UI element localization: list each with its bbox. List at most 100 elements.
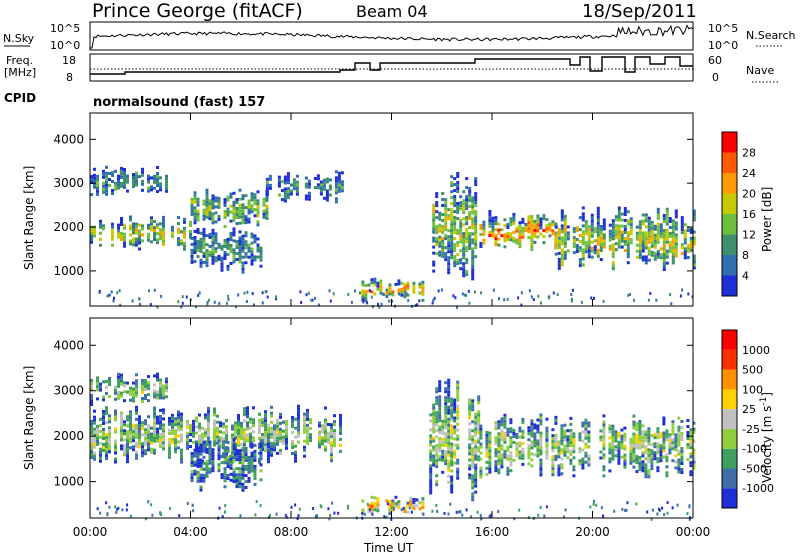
heatmap-cell: [190, 254, 194, 258]
heatmap-cell: [159, 390, 162, 394]
heatmap-cell: [453, 246, 457, 250]
heatmap-cell: [572, 288, 574, 292]
heatmap-cell: [554, 240, 558, 244]
heatmap-cell: [153, 424, 156, 428]
heatmap-cell: [150, 435, 153, 439]
heatmap-cell: [503, 422, 507, 426]
heatmap-cell: [235, 213, 239, 216]
heatmap-cell: [625, 508, 628, 512]
heatmap-cell: [447, 268, 451, 272]
heatmap-cell: [596, 212, 600, 216]
heatmap-cell: [533, 435, 537, 439]
heatmap-cell: [608, 469, 612, 473]
heatmap-cell: [692, 239, 696, 243]
heatmap-cell: [456, 434, 460, 438]
heatmap-cell: [477, 425, 481, 429]
heatmap-cell: [208, 250, 212, 254]
heatmap-cell: [235, 473, 239, 477]
heatmap-cell: [474, 448, 478, 452]
heatmap-cell: [432, 445, 436, 449]
heatmap-cell: [557, 230, 561, 234]
heatmap-cell: [662, 220, 666, 223]
heatmap-cell: [304, 194, 308, 198]
heatmap-cell: [453, 398, 457, 402]
colorbar-segment: [722, 330, 737, 350]
heatmap-cell: [192, 431, 195, 435]
heatmap-cell: [611, 267, 615, 271]
heatmap-cell: [249, 426, 252, 430]
heatmap-cell: [334, 182, 338, 186]
heatmap-cell: [677, 467, 681, 471]
heatmap-cell: [415, 504, 419, 508]
heatmap-cell: [258, 430, 261, 434]
heatmap-cell: [99, 225, 102, 229]
heatmap-cell: [611, 228, 615, 232]
heatmap-cell: [450, 451, 454, 455]
heatmap-cell: [435, 465, 439, 469]
heatmap-cell: [680, 252, 684, 256]
heatmap-cell: [403, 292, 407, 296]
heatmap-cell: [500, 420, 504, 424]
heatmap-cell: [492, 288, 495, 292]
heatmap-cell: [500, 435, 504, 439]
heatmap-cell: [223, 467, 227, 471]
heatmap-cell: [438, 244, 442, 248]
heatmap-cell: [202, 473, 206, 477]
heatmap-cell: [450, 181, 454, 185]
heatmap-cell: [198, 413, 201, 417]
heatmap-cell: [692, 257, 696, 261]
heatmap-cell: [638, 435, 642, 438]
heatmap-cell: [676, 503, 679, 507]
heatmap-cell: [90, 446, 93, 450]
heatmap-cell: [560, 224, 564, 228]
heatmap-cell: [306, 441, 309, 445]
heatmap-cell: [614, 433, 618, 437]
heatmap-cell: [165, 189, 168, 193]
heatmap-cell: [485, 466, 489, 470]
heatmap-cell: [572, 432, 576, 436]
heatmap-cell: [456, 184, 460, 187]
heatmap-cell: [611, 243, 615, 247]
heatmap-cell: [232, 438, 236, 442]
heatmap-cell: [378, 305, 381, 309]
heatmap-cell: [503, 440, 507, 444]
heatmap-cell: [453, 443, 457, 447]
heatmap-cell: [691, 295, 694, 299]
heatmap-cell: [90, 181, 93, 184]
heatmap-cell: [123, 432, 126, 436]
heatmap-cell: [324, 430, 327, 434]
heatmap-cell: [528, 289, 531, 293]
heatmap-cell: [211, 228, 215, 232]
heatmap-cell: [246, 421, 249, 425]
heatmap-cell: [370, 501, 374, 505]
heatmap-cell: [450, 448, 454, 452]
heatmap-cell: [602, 224, 606, 228]
heatmap-cell: [429, 470, 433, 474]
heatmap-cell: [376, 503, 380, 507]
power-colorbar-label: Power [dB]: [760, 187, 774, 252]
heatmap-cell: [602, 426, 606, 430]
heatmap-cell: [339, 443, 342, 447]
heatmap-cell: [90, 397, 93, 400]
heatmap-cell: [471, 211, 475, 215]
heatmap-cell: [683, 253, 687, 257]
heatmap-cell: [689, 245, 693, 249]
heatmap-cell: [156, 396, 159, 400]
heatmap-cell: [450, 475, 454, 479]
heatmap-cell: [536, 229, 540, 233]
heatmap-cell: [587, 421, 591, 425]
heatmap-cell: [361, 280, 365, 284]
heatmap-cell: [418, 501, 422, 505]
heatmap-cell: [162, 242, 165, 246]
heatmap-cell: [229, 219, 233, 223]
heatmap-cell: [90, 431, 93, 435]
heatmap-cell: [441, 204, 445, 207]
heatmap-cell: [677, 440, 681, 444]
heatmap-cell: [93, 409, 96, 413]
heatmap-cell: [581, 206, 585, 210]
heatmap-cell: [560, 451, 564, 455]
heatmap-cell: [477, 401, 481, 405]
heatmap-cell: [587, 252, 591, 256]
heatmap-cell: [572, 438, 576, 442]
